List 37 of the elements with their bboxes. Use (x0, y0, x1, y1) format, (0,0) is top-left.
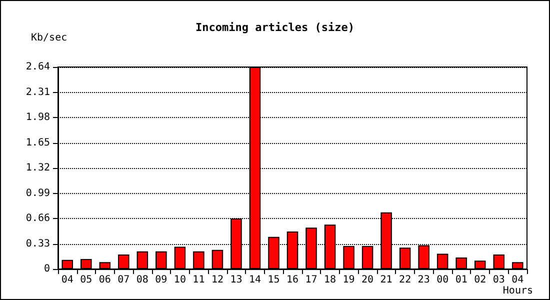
x-tick-label: 06 (98, 274, 111, 286)
x-tick-label: 15 (268, 274, 280, 286)
x-tick-label: 13 (230, 274, 242, 286)
x-tick-label: 10 (174, 274, 186, 286)
x-axis-title: Hours (502, 286, 534, 296)
y-tick-label: 2.64 (26, 62, 50, 72)
x-tick-label: 12 (211, 274, 224, 286)
x-tick-label: 00 (436, 274, 449, 286)
x-tick-label: 19 (342, 274, 355, 286)
y-tick-label: 1.98 (26, 112, 50, 123)
x-tick-label: 17 (305, 274, 318, 286)
x-tick-label: 05 (80, 274, 92, 286)
x-tick-label: 07 (118, 274, 130, 286)
x-tick-label: 14 (248, 274, 262, 286)
y-tick-label: 1.65 (26, 137, 50, 148)
x-tick-label: 03 (492, 274, 505, 286)
y-tick-label: 2.31 (26, 86, 50, 98)
x-tick-label: 20 (362, 274, 374, 286)
x-tick-label: 11 (192, 274, 205, 286)
y-axis-title: Kb/sec (31, 32, 68, 44)
y-tick-label: 0 (44, 264, 50, 274)
x-tick-label: 04 (512, 274, 524, 286)
y-tick-label: 0.33 (26, 238, 50, 250)
x-tick-label: 01 (455, 274, 468, 286)
y-tick-label: 1.32 (26, 162, 50, 174)
x-tick-label: 22 (399, 274, 412, 286)
x-tick-label: 23 (418, 274, 430, 286)
x-tick-label: 21 (380, 274, 392, 286)
x-tick-label: 02 (474, 274, 486, 286)
x-tick-label: 18 (324, 274, 336, 286)
x-tick-label: 04 (61, 274, 74, 286)
y-tick-label: 0.66 (26, 213, 50, 224)
chart-title: Incoming articles (size) (196, 21, 354, 34)
y-tick-label: 0.99 (26, 188, 50, 199)
x-tick-label: 16 (286, 274, 299, 286)
x-tick-label: 08 (136, 274, 148, 286)
x-tick-label: 09 (155, 274, 168, 286)
